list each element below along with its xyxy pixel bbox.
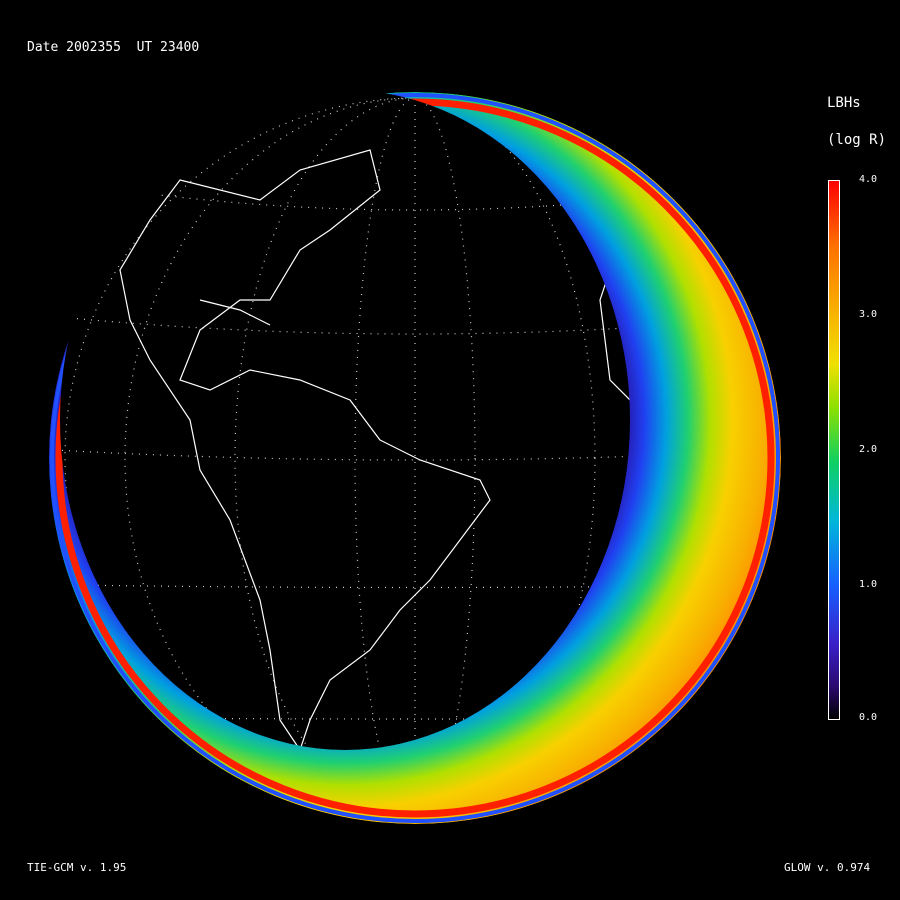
date-ut-label: Date 2002355 UT 23400 xyxy=(27,40,200,55)
colorbar-tick: 4.0 xyxy=(859,174,878,185)
model-version-right: GLOW v. 0.974 xyxy=(784,861,871,874)
airglow-crescent xyxy=(49,92,781,824)
colorbar-tick: 2.0 xyxy=(859,444,878,455)
colorbar-title: LBHs xyxy=(827,95,861,111)
colorbar xyxy=(828,180,840,720)
model-version-left: TIE-GCM v. 1.95 xyxy=(27,861,127,874)
colorbar-unit: (log R) xyxy=(827,132,887,148)
colorbar-tick: 3.0 xyxy=(859,309,878,320)
colorbar-tick: 0.0 xyxy=(859,712,878,723)
colorbar-tick: 1.0 xyxy=(859,579,878,590)
